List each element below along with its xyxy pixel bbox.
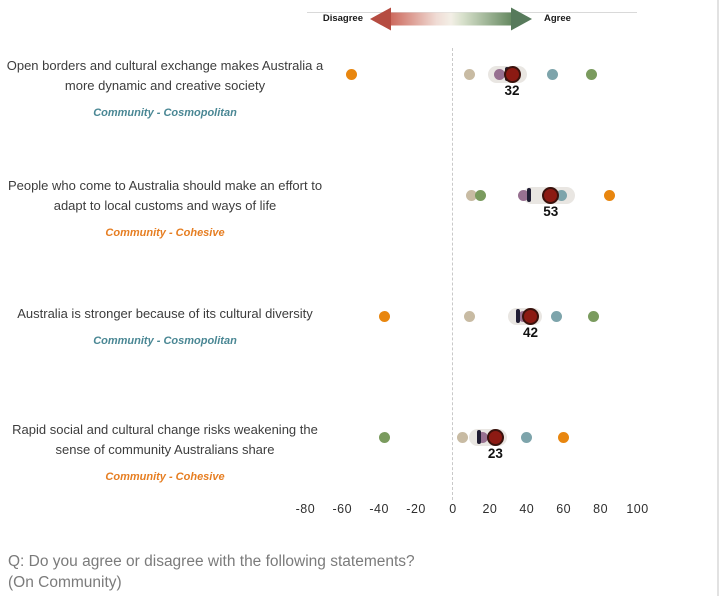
net-value-label: 53 [543, 204, 559, 219]
segment-label: Community - Cohesive [105, 471, 225, 483]
segment-dot-green [587, 310, 599, 322]
right-arrowhead-icon [511, 7, 532, 31]
statement-text: People who come to Australia should make… [7, 178, 323, 213]
segment-dot-tan [456, 431, 468, 443]
statement-row: Rapid social and cultural change risks w… [0, 420, 330, 483]
axis-tick-label: 100 [626, 502, 649, 516]
net-value-label: 23 [487, 446, 503, 461]
segment-dot-green [585, 68, 597, 80]
reference-tick [526, 188, 531, 202]
right-border-line [717, 0, 719, 596]
overall-net-dot [503, 65, 521, 83]
segment-dot-teal [550, 310, 562, 322]
segment-dot-teal [547, 68, 559, 80]
segment-dot-teal [521, 431, 533, 443]
statement-row: People who come to Australia should make… [0, 176, 330, 239]
arrow-gradient-body [391, 12, 511, 26]
zero-reference-line [452, 48, 453, 500]
net-value-label: 32 [504, 83, 520, 98]
segment-dot-purple [477, 431, 489, 443]
segment-dot-tan [465, 189, 477, 201]
statement-text: Open borders and cultural exchange makes… [6, 58, 324, 93]
segment-label: Community - Cosmopolitan [93, 107, 237, 119]
segment-label: Community - Cosmopolitan [93, 335, 237, 347]
statement-text: Rapid social and cultural change risks w… [12, 422, 318, 457]
reference-tick [515, 309, 520, 323]
question-line-1: Q: Do you agree or disagree with the fol… [8, 553, 415, 570]
disagree-agree-arrow-icon [370, 6, 532, 32]
reference-tick [476, 430, 481, 444]
axis-tick-label: 0 [449, 502, 457, 516]
question-footnote: Q: Do you agree or disagree with the fol… [8, 551, 415, 593]
segment-dot-purple [517, 189, 529, 201]
statement-row: Australia is stronger because of its cul… [0, 304, 330, 347]
overall-net-dot [542, 186, 560, 204]
segment-dot-orange [558, 431, 570, 443]
statement-text: Australia is stronger because of its cul… [17, 306, 313, 321]
axis-tick-label: 40 [519, 502, 535, 516]
question-line-2: (On Community) [8, 574, 122, 591]
axis-tick-label: 60 [556, 502, 572, 516]
axis-tick-label: -80 [295, 502, 316, 516]
overall-net-dot [486, 428, 504, 446]
left-arrowhead-icon [370, 7, 391, 31]
segment-dot-green [379, 431, 391, 443]
segment-dot-tan [464, 310, 476, 322]
axis-tick-label: -20 [406, 502, 426, 516]
disagree-label: Disagree [322, 13, 363, 24]
statement-row: Open borders and cultural exchange makes… [0, 56, 330, 119]
axis-tick-label: -60 [332, 502, 353, 516]
segment-dot-orange [346, 68, 358, 80]
axis-tick-label: 80 [593, 502, 609, 516]
segment-dot-orange [604, 189, 616, 201]
segment-dot-teal [556, 189, 568, 201]
net-value-label: 42 [522, 325, 538, 340]
segment-dot-tan [464, 68, 476, 80]
axis-tick-label: -40 [369, 502, 389, 516]
agree-label: Agree [544, 13, 571, 24]
overall-net-dot [521, 307, 539, 325]
segment-label: Community - Cohesive [105, 227, 225, 239]
axis-tick-label: 20 [482, 502, 498, 516]
segment-dot-purple [493, 68, 505, 80]
segment-dot-orange [379, 310, 391, 322]
segment-dot-green [475, 189, 487, 201]
